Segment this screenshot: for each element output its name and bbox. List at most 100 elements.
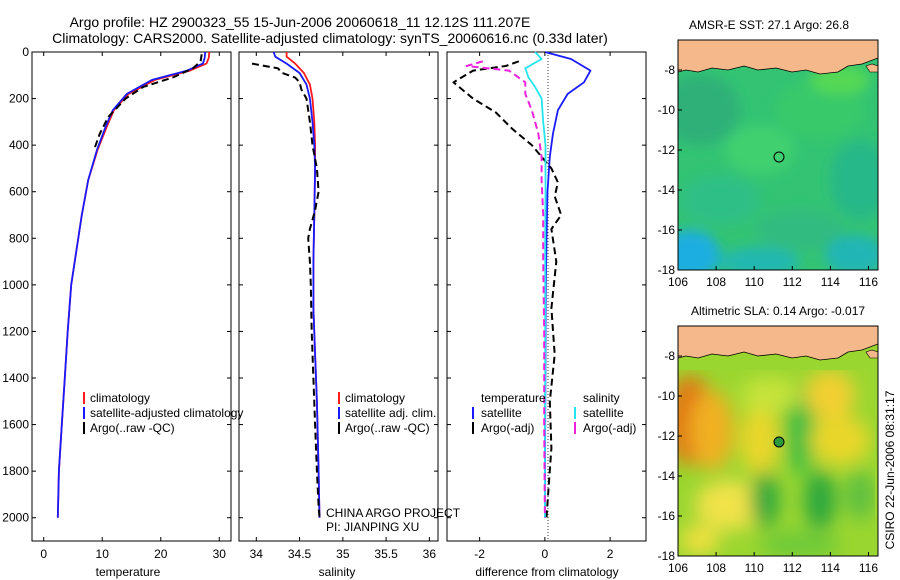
sla-map-frame [677, 325, 879, 557]
x-tick-label: 110 [745, 275, 764, 289]
difference-xlabel: difference from climatology [475, 565, 618, 579]
y-tick-label: 1600 [2, 418, 29, 432]
legend-label-satellite: satellite adj. clim. [345, 406, 436, 420]
temperature-legend: climatology satellite-adjusted climatolo… [83, 391, 243, 435]
legend-header-salinity: salinity [583, 391, 620, 405]
x-tick-label: 0 [542, 547, 549, 561]
y-tick-label: -10 [658, 103, 676, 117]
salinity-series-climatology [285, 52, 321, 518]
x-tick-label: 34.5 [288, 547, 312, 561]
argo-position-marker [773, 436, 785, 448]
x-tick-label: 10 [96, 547, 110, 561]
legend-label-satellite: satellite-adjusted climatology [90, 406, 243, 420]
x-tick-label: 112 [783, 561, 802, 575]
y-tick-label: -18 [658, 263, 676, 277]
java-coastline [678, 326, 878, 361]
x-tick-label: 110 [745, 561, 764, 575]
temperature-axes-frame [31, 51, 232, 542]
legend-label-argo: Argo(..raw -QC) [345, 421, 430, 435]
y-tick-label: 400 [9, 138, 29, 152]
argo-position-marker [773, 151, 785, 163]
difference-ticks-layer: -2 0 2 [447, 51, 646, 561]
salinity-panel: 34 34.5 35 35.5 36 salinity CHINA ARGO PROJE… [238, 51, 461, 579]
difference-series-salinity-satellite [524, 51, 547, 518]
salinity-series-layer [251, 51, 321, 518]
y-tick-label: 200 [9, 92, 29, 106]
sla-map-field [678, 326, 878, 556]
y-tick-label: 2000 [2, 511, 29, 525]
x-tick-label: -2 [474, 547, 485, 561]
x-tick-label: 116 [859, 561, 878, 575]
difference-panel: -2 0 2 difference from climatology [446, 51, 647, 579]
y-tick-label: -8 [664, 63, 675, 77]
temperature-series-layer [56, 51, 211, 518]
y-tick-label: 800 [9, 231, 29, 245]
y-tick-label: -16 [658, 509, 676, 523]
legend-label-climatology: climatology [345, 391, 405, 405]
temperature-ticks-layer: 0 10 20 30 0 200 400 600 800 1000 1200 1400 1600 1800… [2, 45, 231, 561]
figure-title-line1: Argo profile: HZ 2900323_55 15-Jun-2006 … [70, 14, 531, 30]
salinity-ticks-layer: 34 34.5 35 35.5 36 [239, 51, 438, 561]
y-tick-label: 1400 [2, 371, 29, 385]
y-tick-label: 1000 [2, 278, 29, 292]
sst-map-frame [677, 39, 879, 271]
x-tick-label: 34 [250, 547, 264, 561]
legend-label-sal-argo: Argo(-adj) [583, 421, 636, 435]
sla-map-panel: Altimetric SLA: 0.14 Argo: -0.017 [658, 304, 879, 575]
sst-map-title: AMSR-E SST: 27.1 Argo: 26.8 [689, 18, 849, 32]
salinity-annotation-line1: CHINA ARGO PROJECT [326, 506, 461, 520]
island-outline [865, 63, 878, 73]
sst-map-ticks: 106 108 110 112 114 116 -8 -10 -12 -14 -16 -18 [658, 63, 879, 289]
x-tick-label: 35.5 [374, 547, 398, 561]
y-tick-label: 600 [9, 185, 29, 199]
x-tick-label: 30 [213, 547, 227, 561]
y-tick-label: 1200 [2, 324, 29, 338]
x-tick-label: 114 [821, 275, 840, 289]
x-tick-label: 114 [821, 561, 840, 575]
y-tick-label: 1800 [2, 464, 29, 478]
x-tick-label: 0 [40, 547, 47, 561]
x-tick-label: 35 [336, 547, 350, 561]
sst-map-field [678, 40, 878, 270]
sst-map-panel: AMSR-E SST: 27.1 Argo: 26.8 106 108 110 112… [658, 18, 879, 289]
x-tick-label: 106 [668, 275, 688, 289]
y-tick-label: -14 [658, 469, 676, 483]
x-tick-label: 116 [859, 275, 878, 289]
salinity-legend: climatology satellite adj. clim. Argo(..… [338, 391, 436, 435]
salinity-series-argo-raw-qc [251, 62, 321, 518]
difference-series-layer [452, 51, 592, 518]
salinity-annotation-line2: PI: JIANPING XU [326, 520, 419, 534]
temperature-series-argo-raw-qc [93, 54, 203, 151]
salinity-axes-frame [238, 51, 439, 542]
island-outline [865, 349, 878, 359]
sla-map-title: Altimetric SLA: 0.14 Argo: -0.017 [691, 304, 865, 318]
temperature-series-satellite-adjusted-climatology [56, 51, 207, 518]
x-tick-label: 112 [783, 275, 802, 289]
java-coastline [678, 40, 878, 75]
x-tick-label: 106 [668, 561, 688, 575]
x-tick-label: 108 [706, 561, 726, 575]
salinity-xlabel: salinity [319, 565, 356, 579]
y-tick-label: -18 [658, 549, 676, 563]
sla-map-ticks: 106 108 110 112 114 116 -8 -10 -12 -14 -16 -18 [658, 349, 879, 575]
x-tick-label: 20 [154, 547, 168, 561]
x-tick-label: 36 [423, 547, 437, 561]
legend-label-climatology: climatology [90, 391, 150, 405]
difference-legend: temperature satellite Argo(-adj) salinit… [472, 391, 636, 435]
x-tick-label: 2 [607, 547, 614, 561]
legend-label-argo: Argo(..raw -QC) [90, 421, 175, 435]
y-tick-label: -8 [664, 349, 675, 363]
legend-label-sal-satellite: satellite [583, 406, 624, 420]
legend-label-temp-argo: Argo(-adj) [481, 421, 534, 435]
side-timestamp-label: CSIRO 22-Jun-2006 08:31:17 [883, 390, 897, 549]
y-tick-label: 0 [22, 45, 29, 59]
figure-title-line2: Climatology: CARS2000. Satellite-adjuste… [52, 30, 608, 46]
y-tick-label: -10 [658, 389, 676, 403]
y-tick-label: -14 [658, 183, 676, 197]
y-tick-label: -12 [658, 143, 676, 157]
temperature-series-climatology [56, 51, 211, 518]
difference-series-salinity-argo-adj [465, 60, 546, 518]
difference-series-temperature-argo-adj [452, 60, 563, 518]
legend-label-temp-satellite: satellite [481, 406, 522, 420]
